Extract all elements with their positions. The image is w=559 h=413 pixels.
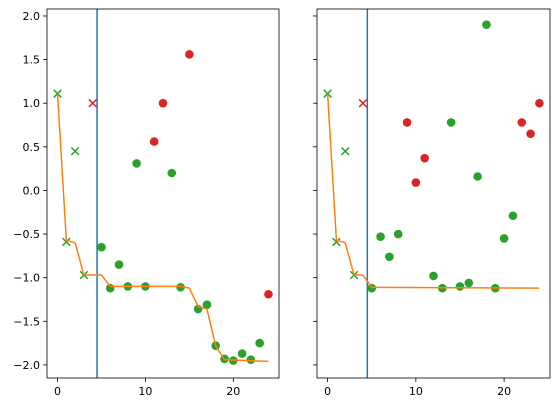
y-tick-label-7: 1.5 xyxy=(23,54,41,67)
point-circle-2-13 xyxy=(508,211,518,221)
y-tick-label-6: 1.0 xyxy=(23,97,41,110)
point-x-1-0 xyxy=(88,98,98,108)
point-x-0-0 xyxy=(323,89,332,98)
right-subplot: 0 10 20 xyxy=(313,8,551,398)
point-circle-2-3 xyxy=(393,229,403,239)
point-circle-2-9 xyxy=(473,172,482,181)
point-x-1-0 xyxy=(358,98,368,108)
point-circle-2-13 xyxy=(237,349,247,358)
fit-line-4 xyxy=(56,93,269,363)
point-circle-2-14 xyxy=(246,355,256,364)
point-circle-2-10 xyxy=(482,20,491,30)
point-circle-2-12 xyxy=(499,234,509,243)
point-circle-3-1 xyxy=(158,98,168,108)
point-circle-2-7 xyxy=(455,282,465,291)
point-x-0-0 xyxy=(53,89,62,98)
y-tick-label-0: −2.0 xyxy=(13,359,40,372)
plot-area xyxy=(317,9,550,378)
axes-frame xyxy=(316,8,551,379)
point-circle-2-0 xyxy=(367,283,377,293)
x-tick-label-1: 10 xyxy=(409,385,423,398)
point-circle-3-3 xyxy=(517,118,527,127)
point-circle-3-2 xyxy=(420,153,429,163)
point-x-0-2 xyxy=(70,146,80,156)
x-tick-label-1: 10 xyxy=(138,385,152,398)
point-circle-3-1 xyxy=(411,178,421,187)
axes-frame xyxy=(46,8,280,379)
point-circle-2-2 xyxy=(114,260,124,269)
point-circle-2-2 xyxy=(385,252,394,262)
point-circle-2-4 xyxy=(429,271,438,281)
point-circle-2-6 xyxy=(167,168,177,178)
point-circle-3-4 xyxy=(526,129,535,139)
point-circle-2-15 xyxy=(255,338,264,348)
y-tick-label-1: −1.5 xyxy=(13,315,40,328)
point-circle-3-3 xyxy=(264,289,273,299)
y-tick-label-5: 0.5 xyxy=(23,141,41,154)
y-tick-label-2: −1.0 xyxy=(13,272,40,285)
left-subplot: 0 10 20 −2.0 −1.5 −1.0 −0.5 0.0 0.5 1.0 1.5 2.0 xyxy=(13,8,280,398)
point-circle-3-0 xyxy=(149,137,159,146)
y-tick-label-8: 2.0 xyxy=(23,10,41,23)
x-tick-label-0: 0 xyxy=(54,385,61,398)
point-circle-2-7 xyxy=(176,282,185,292)
fit-line-4 xyxy=(326,93,540,289)
point-circle-2-6 xyxy=(446,118,456,127)
x-tick-label-0: 0 xyxy=(324,385,331,398)
point-circle-2-1 xyxy=(105,283,115,293)
point-x-0-2 xyxy=(340,146,350,156)
point-circle-3-5 xyxy=(535,98,544,108)
x-tick-label-2: 20 xyxy=(497,385,511,398)
point-circle-2-1 xyxy=(376,232,385,241)
point-x-0-1 xyxy=(332,237,341,247)
x-tick-label-2: 20 xyxy=(226,385,240,398)
point-circle-3-2 xyxy=(185,50,194,59)
y-tick-label-3: −0.5 xyxy=(13,228,40,241)
point-circle-2-8 xyxy=(464,278,474,288)
plot-area xyxy=(47,9,279,378)
point-x-0-1 xyxy=(62,237,71,247)
point-circle-2-9 xyxy=(202,300,212,310)
point-circle-2-0 xyxy=(97,242,106,252)
y-tick-label-4: 0.0 xyxy=(23,184,41,197)
point-circle-2-4 xyxy=(132,159,141,168)
point-circle-3-0 xyxy=(402,118,412,127)
